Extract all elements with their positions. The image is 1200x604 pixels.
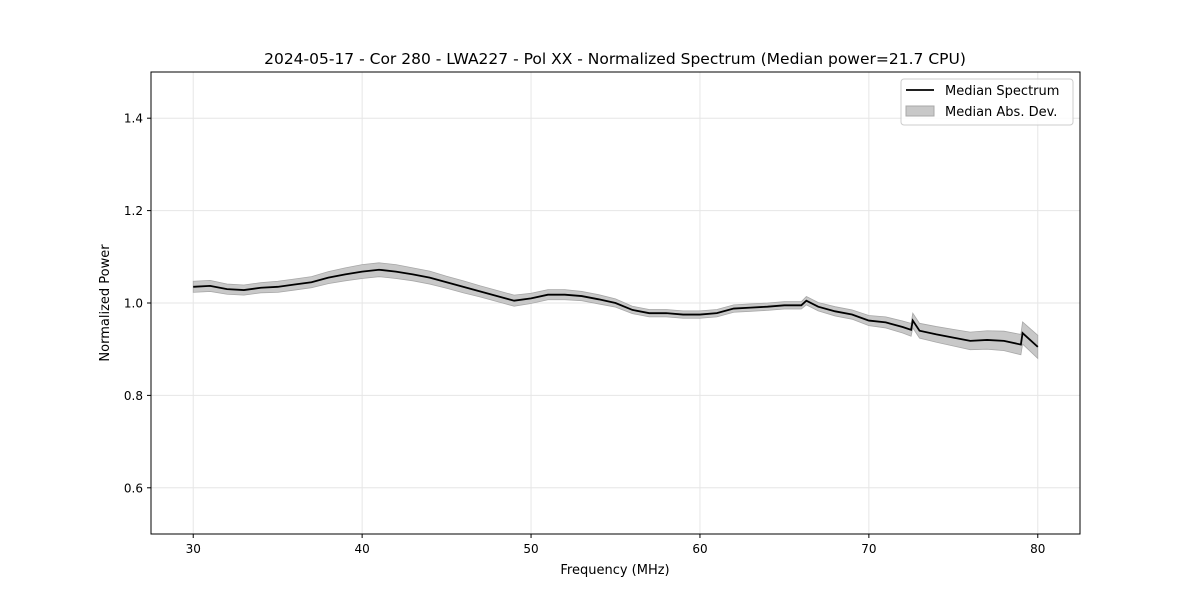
x-tick-label: 70 xyxy=(861,542,876,556)
x-tick-label: 80 xyxy=(1030,542,1045,556)
mad-band xyxy=(192,262,1039,360)
x-tick-label: 60 xyxy=(692,542,707,556)
y-axis-label: Normalized Power xyxy=(98,244,113,362)
x-axis-label: Frequency (MHz) xyxy=(560,563,669,578)
y-tick-label: 1.4 xyxy=(124,112,143,126)
y-tick-label: 0.6 xyxy=(124,481,143,495)
y-tick-label: 0.8 xyxy=(124,389,143,403)
legend-label-mad: Median Abs. Dev. xyxy=(945,105,1057,120)
legend-label-median: Median Spectrum xyxy=(945,84,1059,99)
chart-title: 2024-05-17 - Cor 280 - LWA227 - Pol XX -… xyxy=(264,50,966,68)
y-axis: 0.6 0.8 1.0 1.2 1.4 xyxy=(124,112,151,495)
y-tick-label: 1.2 xyxy=(124,204,143,218)
median-line-group xyxy=(193,268,1039,348)
x-tick-label: 40 xyxy=(354,542,369,556)
x-tick-label: 30 xyxy=(186,542,201,556)
y-tick-label: 1.0 xyxy=(124,297,143,311)
legend: Median Spectrum Median Abs. Dev. xyxy=(900,78,1074,126)
mad-band-group xyxy=(192,262,1039,360)
legend-band-swatch xyxy=(905,105,935,117)
median-spectrum-line xyxy=(193,268,1039,348)
x-axis: 30 40 50 60 70 80 xyxy=(186,534,1045,556)
x-tick-label: 50 xyxy=(523,542,538,556)
legend-box xyxy=(900,78,1074,126)
